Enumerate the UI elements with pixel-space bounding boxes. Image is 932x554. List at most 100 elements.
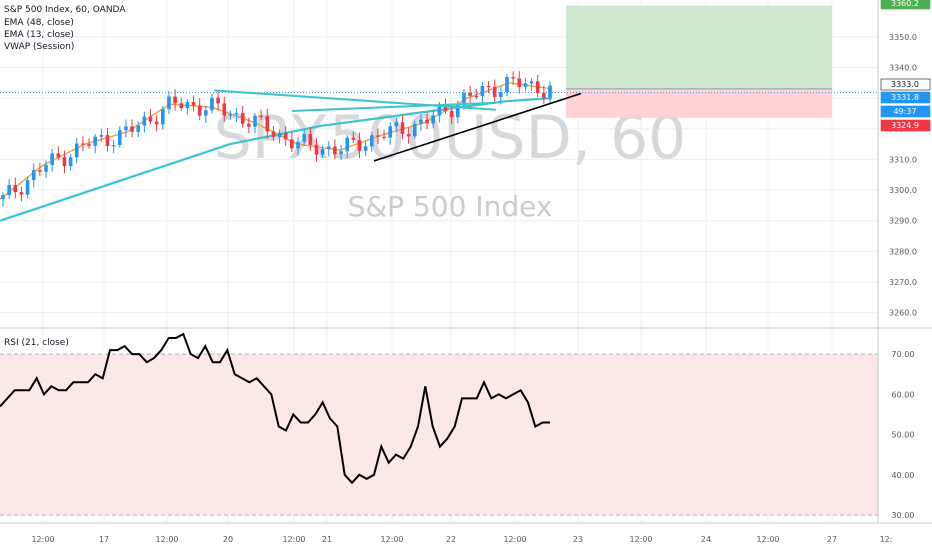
channel-upper-line[interactable] [213, 89, 497, 111]
indicator-ema13[interactable]: EMA (13, close) [4, 30, 74, 40]
candle-body [462, 92, 466, 106]
candle-body [529, 81, 534, 84]
candle-body [412, 123, 417, 137]
candle-body [535, 81, 540, 93]
candle-body [400, 122, 405, 134]
time-tick-label: 12:00 [629, 535, 652, 544]
candle-body [179, 103, 184, 109]
candle-body [50, 153, 54, 165]
time-tick-label: 12:00 [503, 535, 526, 544]
price-tick-label: 3310.0 [889, 155, 917, 164]
candle-body [468, 92, 472, 96]
rsi-tick-label: 40.00 [892, 471, 915, 480]
candle-body [74, 143, 79, 158]
time-tick-label: 17 [99, 535, 109, 544]
indicator-ema48[interactable]: EMA (48, close) [4, 18, 74, 28]
candle-body [234, 113, 239, 115]
time-tick-label: 12:00 [155, 535, 178, 544]
symbol-title: S&P 500 Index, 60, OANDA [4, 5, 126, 15]
candle-body [351, 137, 356, 140]
candle-body [326, 146, 331, 149]
candle-body [339, 151, 343, 155]
candle-body [136, 125, 141, 132]
candle-body [154, 121, 159, 125]
candle-body [542, 92, 546, 98]
candle-body [56, 153, 61, 158]
indicator-vwap[interactable]: VWAP (Session) [4, 42, 74, 52]
candle-body [124, 126, 128, 131]
watermark-name: S&P 500 Index [348, 190, 553, 223]
candle-body [486, 85, 491, 88]
candle-body [517, 78, 522, 87]
candle-body [449, 110, 454, 118]
price-axis[interactable]: 3350.03340.03330.03320.03310.03300.03290… [889, 33, 917, 318]
candle-body [31, 170, 36, 181]
time-tick-label: 12: [880, 535, 893, 544]
price-tick-label: 3260.0 [889, 309, 917, 318]
candle-body [142, 116, 147, 126]
candle-body [68, 157, 73, 167]
time-tick-label: 27 [827, 535, 837, 544]
price-tick-label: 3340.0 [889, 63, 917, 72]
candle-body [240, 113, 245, 124]
candle-body [283, 132, 288, 140]
rsi-tick-label: 50.00 [892, 431, 915, 440]
channel-lower-line[interactable] [291, 101, 497, 112]
candle-body [216, 97, 220, 104]
candle-body [492, 86, 497, 98]
rsi-series [0, 332, 550, 485]
time-tick-label: 21 [322, 535, 332, 544]
price-tick-label: 3270.0 [889, 278, 917, 287]
candle-body [308, 134, 313, 145]
candle-body [259, 115, 263, 117]
candle-body [437, 104, 442, 116]
candle-body [160, 109, 165, 125]
candle-body [185, 102, 190, 109]
candle-body [247, 123, 251, 127]
candle-body [191, 102, 196, 106]
price-badge-bg [880, 91, 931, 104]
price-badges: 3360.2 3333.0 3331.8 49:37 3324.9 [880, 0, 931, 132]
candle-body [363, 146, 368, 151]
price-badge-label: 3360.2 [891, 0, 919, 8]
drawings-group [213, 89, 582, 162]
candle-body [1, 194, 5, 200]
candle-body [548, 85, 552, 98]
price-badge-label: 3324.9 [891, 121, 919, 130]
candle-body [505, 77, 509, 93]
candle-body [197, 105, 202, 116]
candle-body [320, 148, 325, 155]
rsi-label: RSI (21, close) [4, 338, 69, 348]
candle-body [290, 139, 294, 149]
time-tick-label: 20 [223, 535, 233, 544]
candle-body [474, 95, 479, 98]
time-tick-label: 22 [446, 535, 456, 544]
candle-body [314, 144, 319, 155]
candle-body [425, 119, 429, 124]
ema13-line [0, 82, 553, 200]
candle-body [204, 110, 208, 116]
candle-body [38, 170, 42, 172]
time-tick-label: 12:00 [380, 535, 403, 544]
candle-body [130, 126, 134, 132]
time-axis[interactable]: 12:00 17 12:00 20 12:00 21 12:00 22 12:00 23 12:00… [31, 535, 892, 544]
profit-zone[interactable] [566, 5, 832, 89]
price-badge-bg [880, 119, 931, 132]
candle-body [117, 130, 122, 146]
time-tick-label: 12:00 [31, 535, 54, 544]
price-tick-label: 3350.0 [889, 33, 917, 42]
candle-body [105, 135, 110, 147]
candle-body [443, 104, 448, 111]
rsi-tick-label: 70.00 [892, 350, 915, 359]
candle-body [62, 157, 67, 167]
candle-body [222, 103, 227, 116]
rsi-axis[interactable]: 70.00 60.00 50.00 40.00 30.00 [892, 350, 915, 520]
candle-body [296, 141, 300, 149]
candle-body [265, 116, 270, 132]
support-trendline[interactable] [373, 92, 582, 162]
candle-body [394, 122, 399, 127]
loss-zone[interactable] [566, 88, 832, 118]
candle-body [87, 144, 91, 146]
